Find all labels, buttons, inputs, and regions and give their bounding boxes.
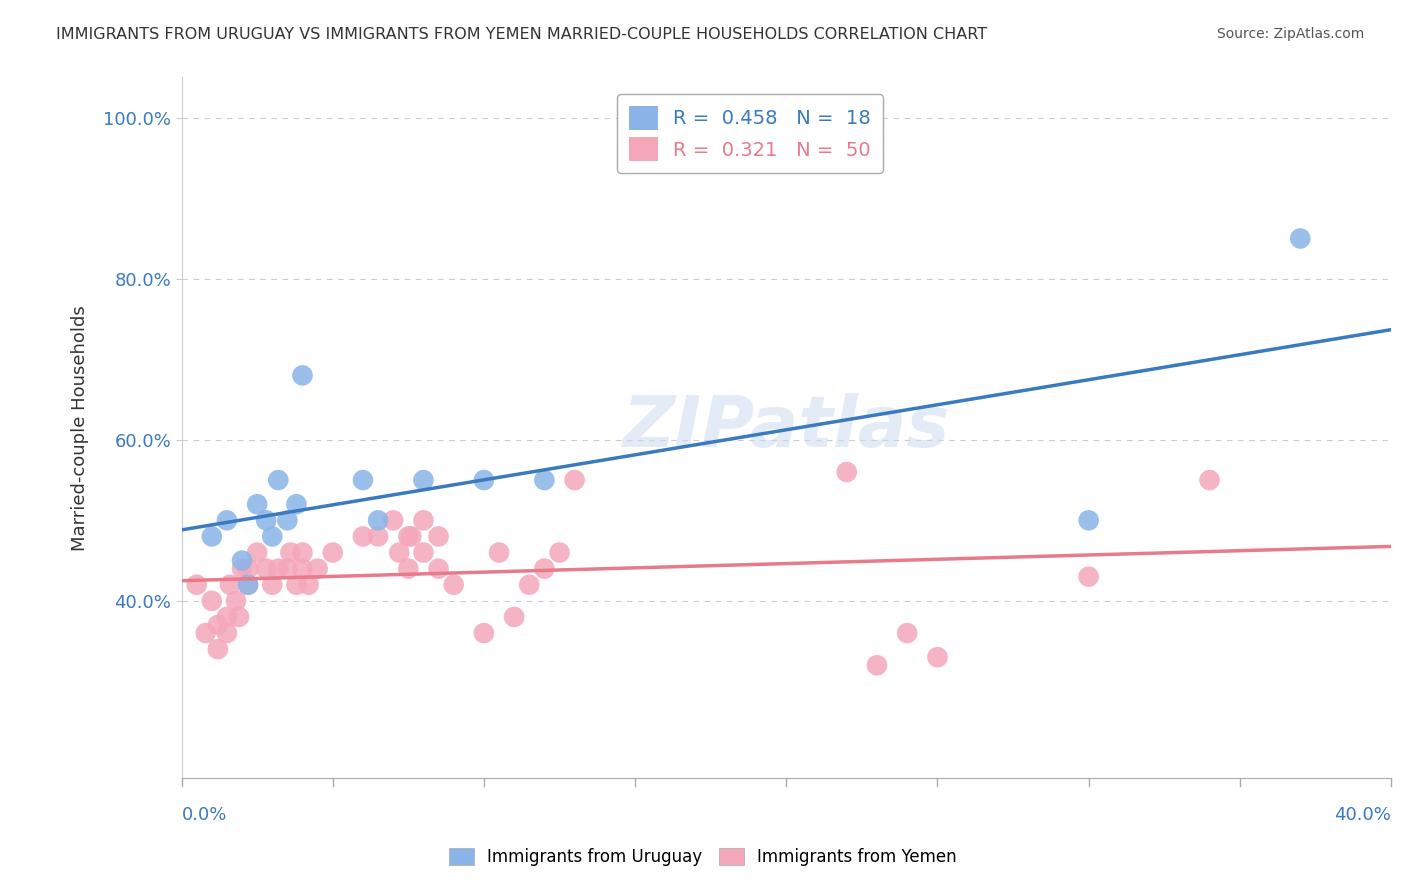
Point xyxy=(367,513,389,527)
Point xyxy=(285,497,308,511)
Legend: Immigrants from Uruguay, Immigrants from Yemen: Immigrants from Uruguay, Immigrants from… xyxy=(440,840,966,875)
Point xyxy=(246,497,269,511)
Point xyxy=(291,368,314,383)
Point xyxy=(186,578,208,592)
Point xyxy=(427,561,450,575)
Point xyxy=(254,513,277,527)
Point xyxy=(280,545,302,559)
Point xyxy=(236,561,259,575)
Point xyxy=(194,626,217,640)
Point xyxy=(488,545,510,559)
Point xyxy=(896,626,918,640)
Text: 0.0%: 0.0% xyxy=(181,806,226,824)
Point xyxy=(225,594,247,608)
Point xyxy=(1289,231,1312,245)
Point xyxy=(228,610,250,624)
Point xyxy=(1077,513,1099,527)
Point xyxy=(236,578,259,592)
Point xyxy=(219,578,242,592)
Point xyxy=(207,642,229,657)
Point xyxy=(291,545,314,559)
Point xyxy=(927,650,949,665)
Point xyxy=(1198,473,1220,487)
Point xyxy=(231,553,253,567)
Point xyxy=(367,529,389,543)
Point xyxy=(231,561,253,575)
Text: 40.0%: 40.0% xyxy=(1334,806,1391,824)
Point xyxy=(236,578,259,592)
Point xyxy=(254,561,277,575)
Text: IMMIGRANTS FROM URUGUAY VS IMMIGRANTS FROM YEMEN MARRIED-COUPLE HOUSEHOLDS CORRE: IMMIGRANTS FROM URUGUAY VS IMMIGRANTS FR… xyxy=(56,27,987,42)
Point xyxy=(503,610,526,624)
Point xyxy=(533,561,555,575)
Point xyxy=(307,561,329,575)
Point xyxy=(267,561,290,575)
Point xyxy=(201,594,224,608)
Point xyxy=(533,473,555,487)
Point xyxy=(276,561,298,575)
Legend: R =  0.458   N =  18, R =  0.321   N =  50: R = 0.458 N = 18, R = 0.321 N = 50 xyxy=(617,95,883,173)
Point xyxy=(382,513,405,527)
Point xyxy=(388,545,411,559)
Point xyxy=(866,658,889,673)
Point xyxy=(396,561,419,575)
Point xyxy=(267,473,290,487)
Point xyxy=(276,513,298,527)
Point xyxy=(215,513,238,527)
Point xyxy=(207,618,229,632)
Point xyxy=(262,529,284,543)
Text: Source: ZipAtlas.com: Source: ZipAtlas.com xyxy=(1216,27,1364,41)
Point xyxy=(472,473,495,487)
Point xyxy=(201,529,224,543)
Point xyxy=(564,473,586,487)
Point xyxy=(352,529,374,543)
Point xyxy=(291,561,314,575)
Point xyxy=(262,578,284,592)
Point xyxy=(352,473,374,487)
Point xyxy=(401,529,423,543)
Text: ZIPatlas: ZIPatlas xyxy=(623,393,950,462)
Point xyxy=(396,529,419,543)
Point xyxy=(297,578,319,592)
Point xyxy=(215,626,238,640)
Point xyxy=(835,465,858,479)
Point xyxy=(412,545,434,559)
Point xyxy=(246,545,269,559)
Point xyxy=(412,473,434,487)
Point xyxy=(412,513,434,527)
Point xyxy=(285,578,308,592)
Point xyxy=(472,626,495,640)
Point xyxy=(427,529,450,543)
Point xyxy=(1077,570,1099,584)
Point xyxy=(548,545,571,559)
Point xyxy=(517,578,540,592)
Point xyxy=(322,545,344,559)
Point xyxy=(443,578,465,592)
Y-axis label: Married-couple Households: Married-couple Households xyxy=(72,305,89,550)
Point xyxy=(215,610,238,624)
